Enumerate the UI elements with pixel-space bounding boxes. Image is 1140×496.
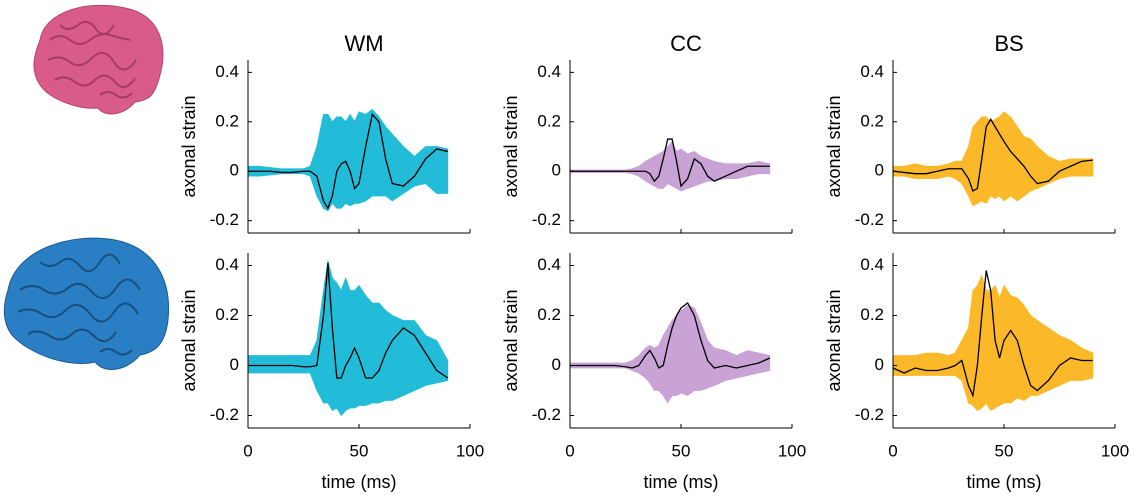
x-axis-label: time (ms) (644, 472, 719, 492)
y-tick-label: 0 (875, 355, 884, 374)
mean-line (248, 112, 448, 210)
y-tick-label: -0.2 (210, 405, 239, 424)
x-axis-label: time (ms) (322, 472, 397, 492)
y-tick-label: 0.2 (860, 305, 884, 324)
mean-line (570, 302, 771, 369)
y-axis-label: axonal strain (501, 95, 521, 197)
x-tick-label: 100 (456, 441, 484, 460)
x-tick-label: 0 (243, 441, 252, 460)
y-tick-label: 0 (875, 161, 884, 180)
brain-texture (47, 20, 137, 99)
y-tick-label: 0 (552, 355, 561, 374)
y-tick-label: 0.4 (860, 255, 884, 274)
y-tick-label: -0.2 (532, 210, 561, 229)
y-tick-label: 0.4 (215, 255, 239, 274)
x-tick-label: 0 (888, 441, 897, 460)
y-tick-label: 0.2 (860, 111, 884, 130)
range-band (247, 108, 449, 212)
y-tick-label: 0.4 (537, 255, 561, 274)
x-tick-label: 50 (995, 441, 1014, 460)
range-band (569, 140, 771, 192)
x-axis-label: time (ms) (967, 472, 1042, 492)
panel-title: CC (670, 31, 702, 56)
mean-line (248, 262, 449, 379)
y-tick-label: 0.4 (537, 62, 561, 81)
brain-bottom (3, 237, 170, 370)
y-axis-label: axonal strain (824, 289, 844, 391)
y-tick-label: 0 (230, 161, 239, 180)
y-tick-label: 0.2 (537, 305, 561, 324)
x-tick-label: 50 (350, 441, 369, 460)
mean-line (892, 118, 1093, 192)
range-band (892, 111, 1094, 207)
y-tick-label: -0.2 (855, 405, 884, 424)
x-tick-label: 100 (778, 441, 806, 460)
y-axis-label: axonal strain (501, 289, 521, 391)
range-band (569, 305, 771, 404)
mean-line (570, 138, 770, 188)
y-tick-label: -0.2 (210, 210, 239, 229)
y-axis-label: axonal strain (824, 95, 844, 197)
y-tick-label: 0 (230, 355, 239, 374)
mean-line (892, 270, 1093, 398)
y-tick-label: 0.2 (537, 111, 561, 130)
panel: -0.2 0 0.2 0.4 BS axonal strain (824, 31, 1116, 234)
panel-title: BS (994, 31, 1023, 56)
range-band (892, 274, 1094, 412)
y-tick-label: 0.2 (215, 111, 239, 130)
panel-title: WM (344, 31, 383, 56)
y-tick-label: -0.2 (855, 210, 884, 229)
y-tick-label: 0.4 (860, 62, 884, 81)
x-tick-label: 100 (1101, 441, 1129, 460)
y-axis-label: axonal strain (179, 95, 199, 197)
y-tick-label: 0.2 (215, 305, 239, 324)
panel: -0.2 0 0.2 0.4 CC axonal strain (501, 31, 793, 234)
x-tick-label: 0 (565, 441, 574, 460)
y-tick-label: -0.2 (532, 405, 561, 424)
panel: -0.2 0 0.2 0.4 WM axonal strain (179, 31, 471, 234)
y-tick-label: 0.4 (215, 62, 239, 81)
brain-top (33, 4, 164, 115)
x-tick-label: 50 (672, 441, 691, 460)
range-band (247, 260, 449, 417)
brain-texture (17, 253, 141, 356)
y-axis-label: axonal strain (179, 289, 199, 391)
y-tick-label: 0 (552, 161, 561, 180)
